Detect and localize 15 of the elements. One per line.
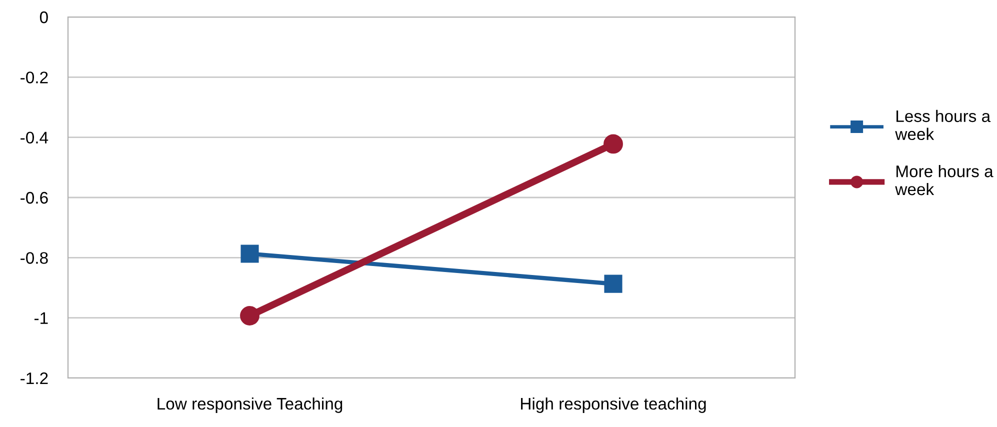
point bbox=[240, 306, 260, 326]
x-tick-label: High responsive teaching bbox=[521, 397, 706, 413]
y-tick-label: -1 bbox=[34, 312, 48, 324]
y-tick-label: -0.8 bbox=[20, 252, 48, 264]
y-tick-label: -1.2 bbox=[20, 372, 48, 384]
y-tick-label: 0 bbox=[40, 11, 48, 24]
point bbox=[604, 134, 623, 154]
x-tick-label: Low responsive Teaching bbox=[158, 397, 342, 413]
y-tick-label: -0.6 bbox=[20, 192, 48, 204]
point bbox=[604, 274, 622, 293]
point bbox=[240, 244, 259, 263]
y-tick-label: -0.2 bbox=[20, 72, 48, 84]
legend-label: More hours a week bbox=[895, 165, 994, 196]
legend-label: Less hours a week bbox=[895, 110, 991, 140]
y-tick-label: -0.4 bbox=[20, 132, 48, 144]
